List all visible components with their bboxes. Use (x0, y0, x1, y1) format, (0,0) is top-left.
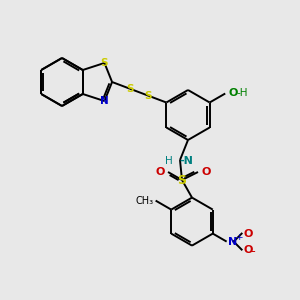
Text: S: S (178, 173, 187, 187)
Text: O: O (156, 167, 165, 177)
Text: O: O (244, 229, 253, 238)
Text: S: S (145, 91, 152, 101)
Text: -N: -N (179, 156, 193, 166)
Text: +: + (235, 233, 242, 242)
Text: O: O (244, 244, 253, 255)
Text: -H: -H (236, 88, 248, 98)
Text: CH₃: CH₃ (136, 196, 154, 206)
Text: O: O (228, 88, 238, 98)
Text: H: H (165, 156, 173, 166)
Text: S: S (126, 84, 134, 94)
Text: -: - (250, 245, 255, 258)
Text: N: N (228, 237, 237, 247)
Text: O: O (201, 167, 210, 177)
Text: N: N (100, 96, 109, 106)
Text: S: S (101, 58, 108, 68)
